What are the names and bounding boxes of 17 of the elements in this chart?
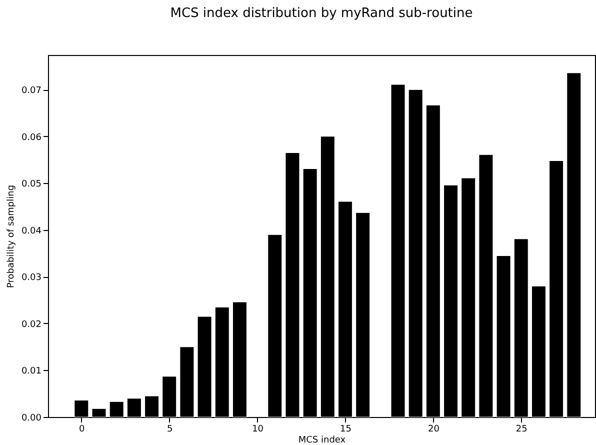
y-tick-label: 0.05 bbox=[21, 180, 42, 190]
y-tick-label: 0.00 bbox=[21, 414, 42, 424]
chart-title: MCS index distribution by myRand sub-routine bbox=[170, 6, 473, 21]
x-tick-label: 15 bbox=[340, 424, 352, 434]
x-tick-label: 5 bbox=[166, 424, 173, 434]
y-tick-label: 0.03 bbox=[21, 273, 42, 284]
x-tick-label: 10 bbox=[252, 424, 264, 434]
x-tick-label: 25 bbox=[516, 424, 528, 434]
y-tick-label: 0.02 bbox=[21, 320, 42, 330]
y-tick-label: 0.01 bbox=[21, 366, 42, 377]
x-tick-label: 20 bbox=[428, 424, 440, 434]
y-tick-label: 0.04 bbox=[21, 226, 42, 236]
y-tick-label: 0.06 bbox=[21, 132, 42, 143]
x-tick-label: 0 bbox=[79, 424, 86, 434]
x-axis-title: MCS index bbox=[298, 436, 346, 445]
y-tick-label: 0.07 bbox=[21, 86, 42, 96]
y-axis-title: Probability of sampling bbox=[6, 184, 16, 288]
